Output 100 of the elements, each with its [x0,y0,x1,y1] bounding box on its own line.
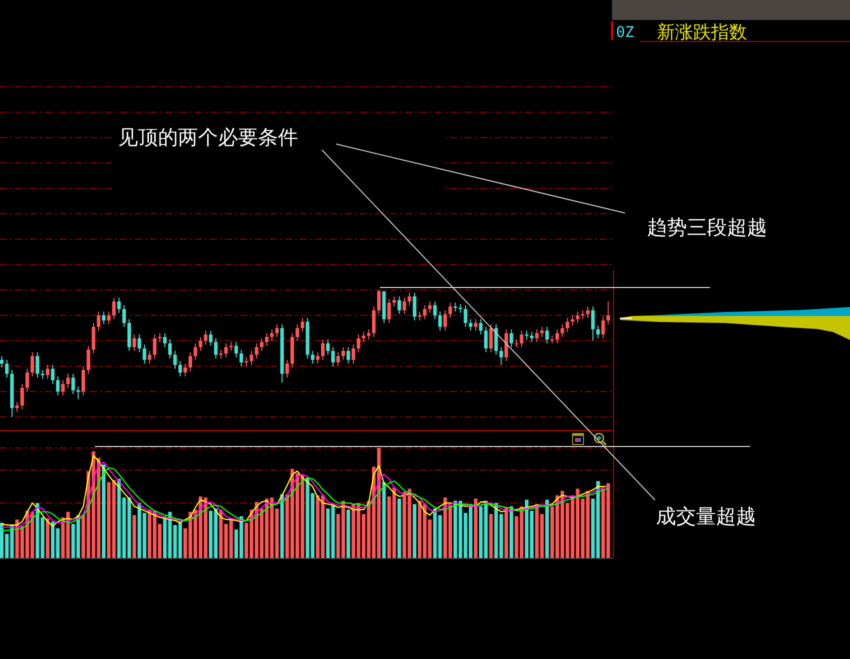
bar [433,508,437,558]
candlestick [86,345,90,374]
candlestick [443,310,447,332]
candlestick [163,332,167,348]
candlestick [326,339,330,356]
candlestick [484,326,488,353]
candlestick [102,311,106,325]
candlestick [270,328,274,342]
candlestick [499,346,503,366]
candlestick [92,322,96,354]
candlestick [168,339,172,360]
candlestick [331,346,335,367]
candlestick [392,296,396,308]
candlestick [82,366,86,396]
candlestick [36,352,40,378]
candlestick [479,318,483,335]
candlestick [310,350,314,364]
candlestick [250,350,254,366]
candlestick [341,346,346,360]
candlestick [494,324,498,356]
candlestick [183,363,188,377]
candlestick [198,336,202,352]
candlestick [254,342,258,360]
bar [397,498,402,558]
candlestick [15,401,19,412]
bar [346,510,350,558]
candlestick [570,314,574,326]
candlestick [510,328,514,348]
candlestick [530,331,534,343]
candlestick [362,331,366,343]
candlestick [545,326,549,344]
bar [510,506,514,558]
candlestick [535,328,539,343]
candlestick [428,300,432,314]
candlestick [122,304,126,328]
bar [489,514,493,558]
candlestick [214,338,218,360]
candlestick [5,359,9,378]
candlestick [402,297,406,315]
candlestick [260,338,264,352]
bar [102,464,106,558]
candlestick [468,318,472,332]
candlestick [321,339,325,360]
candlestick [601,316,605,339]
candlestick [56,376,60,396]
candlestick [61,380,65,396]
candlestick [336,352,340,367]
candlestick [550,335,554,344]
candlestick [194,342,198,360]
candlestick [356,334,360,353]
text: 趋势三段超越 [647,215,767,239]
candlestick [422,304,427,320]
candlestick [285,359,289,378]
candlestick [560,324,564,338]
candlestick [438,311,442,332]
candlestick [352,344,356,364]
bar [36,503,40,558]
candlestick [132,334,136,352]
candlestick [148,350,152,364]
candlestick [204,330,208,346]
candlestick [596,325,600,339]
candlestick [46,364,50,380]
candlestick [540,326,544,338]
bar [40,517,44,558]
candlestick [173,350,177,370]
text: 成交量超越 [656,504,756,528]
candlestick [30,352,34,377]
bar [504,507,508,558]
candlestick [300,317,304,332]
candlestick [586,306,590,318]
text: 0Z [616,23,634,41]
candlestick [138,334,142,353]
candlestick [112,297,116,320]
text: 见顶的两个必要条件 [118,125,298,149]
candlestick [346,346,350,364]
candlestick [296,324,300,342]
candlestick [433,300,437,320]
candlestick [520,330,524,348]
candlestick [66,373,70,388]
bar [412,504,416,558]
bar [438,515,442,558]
candlestick [448,302,452,318]
candlestick [240,349,244,367]
candlestick [372,306,376,338]
candlestick [208,330,213,346]
text: 新涨跌指数 [657,22,747,43]
bar [382,482,386,558]
candlestick [50,364,55,384]
candlestick [566,317,570,332]
candlestick [474,318,478,332]
candlestick [275,324,279,338]
candlestick [264,332,269,346]
candlestick [71,373,75,395]
candlestick [387,298,391,324]
candlestick [412,292,416,321]
candlestick [0,356,4,368]
candlestick [20,383,24,410]
candlestick [397,296,402,315]
candlestick [366,328,370,340]
bar [545,500,549,558]
